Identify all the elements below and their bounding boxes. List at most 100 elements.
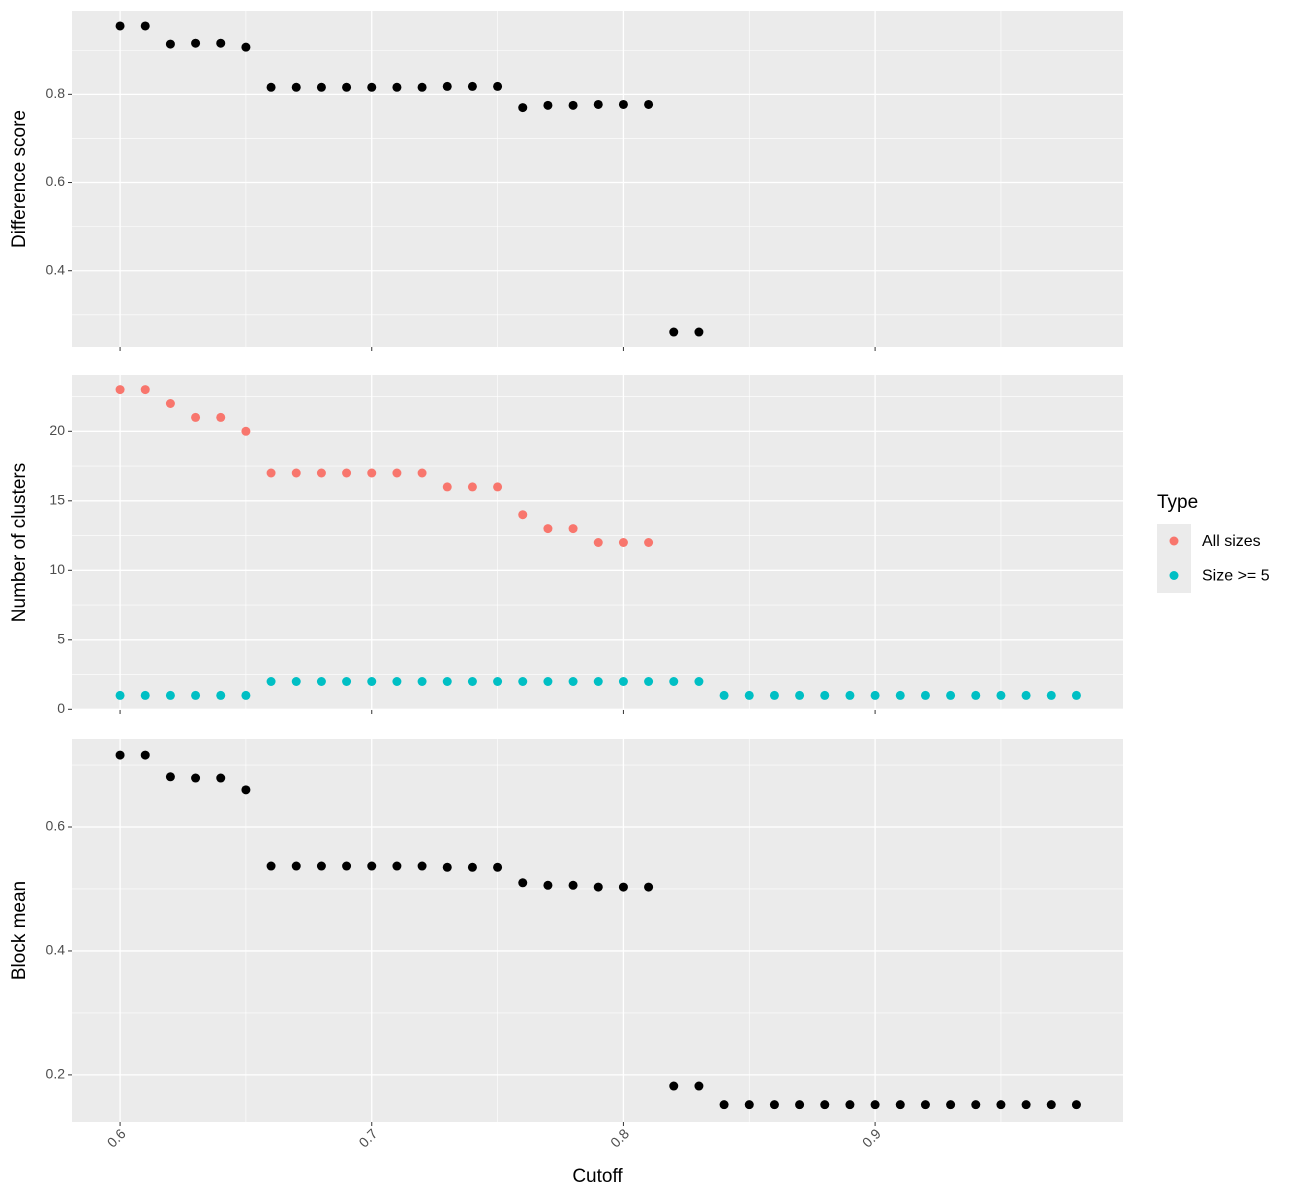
- point: [795, 1100, 805, 1110]
- point: [342, 861, 352, 871]
- point: [820, 1100, 830, 1110]
- y-tick-label: 0.6: [46, 818, 66, 834]
- point: [719, 690, 729, 700]
- point: [518, 878, 528, 888]
- point: [165, 39, 175, 49]
- point: [165, 398, 175, 408]
- point: [316, 677, 326, 687]
- point: [593, 677, 603, 687]
- y-tick-label: 0.8: [46, 85, 66, 101]
- point: [140, 690, 150, 700]
- point: [291, 677, 301, 687]
- point: [1046, 1100, 1056, 1110]
- point: [543, 100, 553, 110]
- y-tick-label: 5: [57, 631, 65, 647]
- point: [191, 38, 201, 48]
- point: [316, 861, 326, 871]
- y-tick-label: 15: [49, 492, 65, 508]
- panel-background: [72, 11, 1123, 347]
- point: [618, 677, 628, 687]
- point: [1046, 690, 1056, 700]
- point: [644, 677, 654, 687]
- point: [216, 773, 226, 783]
- point: [820, 690, 830, 700]
- point: [971, 690, 981, 700]
- point: [342, 677, 352, 687]
- point: [946, 690, 956, 700]
- point: [467, 677, 477, 687]
- point: [920, 690, 930, 700]
- y-tick-label: 0: [57, 700, 65, 716]
- point: [115, 690, 125, 700]
- y-tick-label: 20: [49, 422, 65, 438]
- point: [1071, 690, 1081, 700]
- point: [241, 690, 251, 700]
- point: [241, 426, 251, 436]
- point: [493, 81, 503, 91]
- point: [165, 772, 175, 782]
- point: [719, 1100, 729, 1110]
- point: [618, 882, 628, 892]
- point: [593, 882, 603, 892]
- point: [367, 468, 377, 478]
- point: [518, 677, 528, 687]
- point: [870, 1100, 880, 1110]
- point: [493, 677, 503, 687]
- point: [996, 1100, 1006, 1110]
- legend-label: All sizes: [1202, 533, 1261, 550]
- point: [644, 99, 654, 109]
- point: [266, 82, 276, 92]
- point: [367, 677, 377, 687]
- point: [593, 538, 603, 547]
- point: [241, 785, 251, 795]
- point: [568, 100, 578, 110]
- legend-marker: [1169, 571, 1179, 580]
- point: [442, 482, 452, 492]
- point: [568, 524, 578, 534]
- point: [467, 81, 477, 91]
- point: [996, 690, 1006, 700]
- point: [593, 99, 603, 109]
- point: [442, 677, 452, 687]
- point: [1021, 690, 1031, 700]
- y-axis-title: Difference score: [9, 110, 30, 248]
- point: [266, 677, 276, 687]
- point: [191, 773, 201, 783]
- point: [216, 690, 226, 700]
- point: [1021, 1100, 1031, 1110]
- point: [870, 690, 880, 700]
- point: [191, 690, 201, 700]
- point: [946, 1100, 956, 1110]
- point: [417, 861, 427, 871]
- legend-title: Type: [1157, 492, 1198, 513]
- point: [367, 82, 377, 92]
- y-tick-label: 0.2: [46, 1066, 66, 1082]
- point: [342, 468, 352, 478]
- point: [266, 468, 276, 478]
- point: [644, 538, 654, 547]
- point: [165, 690, 175, 700]
- point: [392, 677, 402, 687]
- point: [669, 1081, 679, 1091]
- y-tick-label: 0.6: [46, 173, 66, 189]
- point: [543, 524, 553, 534]
- y-tick-label: 10: [49, 561, 65, 577]
- point: [543, 880, 553, 890]
- x-tick-label: 0.6: [104, 1125, 129, 1150]
- point: [316, 82, 326, 92]
- point: [493, 482, 503, 492]
- point: [669, 327, 679, 337]
- point: [694, 327, 704, 337]
- point: [140, 750, 150, 760]
- y-axis-title: Number of clusters: [9, 463, 30, 622]
- point: [216, 412, 226, 422]
- panel-background: [72, 739, 1123, 1122]
- point: [367, 861, 377, 871]
- point: [920, 1100, 930, 1110]
- point: [493, 862, 503, 872]
- point: [769, 690, 779, 700]
- point: [291, 468, 301, 478]
- legend-label: Size >= 5: [1202, 568, 1270, 585]
